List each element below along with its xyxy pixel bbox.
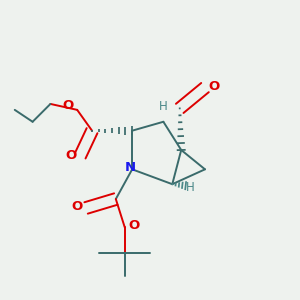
Text: H: H — [186, 181, 194, 194]
Text: O: O — [66, 149, 77, 162]
Text: O: O — [208, 80, 220, 93]
Text: N: N — [125, 161, 136, 174]
Text: O: O — [128, 219, 139, 232]
Text: O: O — [63, 99, 74, 112]
Text: H: H — [159, 100, 168, 113]
Text: O: O — [72, 200, 83, 213]
